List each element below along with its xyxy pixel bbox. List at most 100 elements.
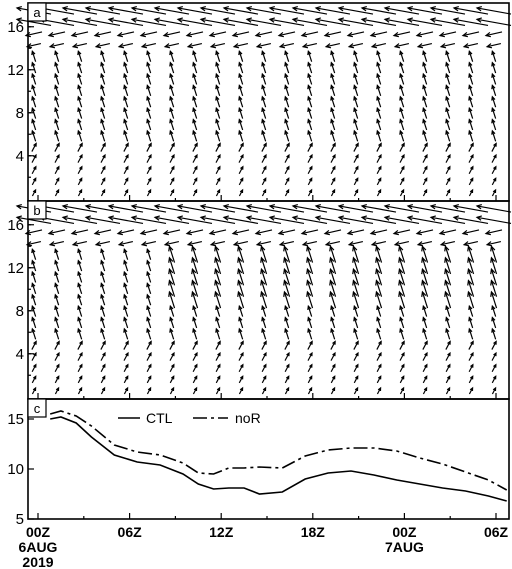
wind-vector <box>77 283 83 295</box>
wind-vector <box>284 62 290 74</box>
wind-vector <box>215 154 221 163</box>
wind-vector <box>123 260 129 272</box>
wind-vector-head <box>331 188 336 194</box>
wind-vector <box>94 229 112 235</box>
wind-vector-head <box>139 31 146 38</box>
wind-vector <box>123 130 129 142</box>
wind-vector <box>439 31 457 37</box>
wind-vector-head <box>214 267 220 275</box>
wind-vector <box>31 107 37 119</box>
wind-vector <box>108 18 144 27</box>
wind-vector-head <box>102 165 106 170</box>
wind-vector-head <box>124 177 129 182</box>
wind-vector <box>384 205 420 213</box>
wind-vector-head <box>77 61 82 67</box>
wind-vector-head <box>491 316 496 322</box>
wind-vector <box>421 246 429 263</box>
y-tick-label: 10 <box>7 461 24 478</box>
wind-vector <box>140 31 158 37</box>
wind-vector <box>232 31 250 37</box>
wind-vector-head <box>31 327 36 333</box>
wind-vector-head <box>169 61 174 67</box>
wind-vector-head <box>238 84 243 90</box>
wind-vector <box>315 205 351 213</box>
wind-vector <box>376 107 382 119</box>
wind-vector <box>491 143 497 152</box>
wind-vector-head <box>261 327 266 333</box>
wind-vector <box>399 62 405 74</box>
wind-vector-head <box>330 327 335 333</box>
wind-vector <box>154 7 190 15</box>
wind-vector <box>25 31 43 37</box>
wind-vector-head <box>15 17 22 23</box>
wind-vector <box>215 96 221 108</box>
wind-vector-head <box>24 31 31 38</box>
wind-vector-head <box>284 106 289 113</box>
wind-vector <box>146 119 152 131</box>
wind-vector-head <box>332 165 336 170</box>
wind-vector-head <box>215 118 220 124</box>
wind-vector <box>255 229 273 235</box>
wind-vector-head <box>300 229 307 236</box>
wind-vector-head <box>353 129 358 135</box>
wind-vector-head <box>329 290 335 297</box>
wind-vector-head <box>169 118 174 124</box>
wind-vector-head <box>285 386 290 392</box>
wind-vector-head <box>347 241 355 247</box>
wind-vector-head <box>422 95 427 101</box>
wind-vector-head <box>56 142 60 147</box>
wind-vector-head <box>146 327 151 333</box>
wind-vector <box>307 130 313 142</box>
wind-vector-head <box>285 375 290 380</box>
wind-vector-head <box>268 204 275 210</box>
wind-vector-head <box>100 270 105 276</box>
wind-vector <box>394 43 410 48</box>
wind-vector-head <box>123 282 128 288</box>
wind-vector <box>123 271 129 283</box>
wind-vector <box>108 7 144 15</box>
wind-vector <box>399 119 405 131</box>
wind-vector-head <box>375 290 381 297</box>
wind-vector <box>399 85 405 97</box>
wind-vector-head <box>215 129 220 135</box>
wind-vector <box>324 31 342 37</box>
wind-vector-head <box>376 327 381 333</box>
wind-vector-head <box>54 49 59 56</box>
wind-vector <box>77 328 83 340</box>
wind-vector-head <box>331 386 336 392</box>
wind-vector-head <box>422 304 427 311</box>
wind-vector-head <box>100 304 105 311</box>
wind-vector-head <box>48 241 56 247</box>
wind-vector-head <box>169 304 174 311</box>
wind-vector <box>146 154 152 163</box>
wind-vector-head <box>307 61 312 67</box>
wind-vector <box>284 328 290 340</box>
wind-vector-head <box>284 129 289 135</box>
wind-vector-head <box>147 177 152 182</box>
wind-vector-head <box>491 49 496 56</box>
wind-vector-head <box>169 95 174 101</box>
wind-vector <box>77 73 83 85</box>
wind-vector <box>279 43 295 48</box>
wind-vector-head <box>124 375 129 380</box>
wind-vector-head <box>79 142 83 147</box>
wind-vector-head <box>422 106 427 113</box>
wind-vector-head <box>153 204 160 210</box>
wind-vector-head <box>215 106 220 113</box>
wind-vector-head <box>261 129 266 135</box>
wind-vector <box>169 51 175 62</box>
wind-vector-head <box>123 293 128 299</box>
wind-vector-head <box>399 49 404 56</box>
wind-vector <box>260 268 268 286</box>
wind-vector-head <box>238 327 243 333</box>
wind-vector-head <box>484 31 491 38</box>
wind-vector <box>371 43 387 48</box>
wind-vector <box>146 341 152 350</box>
wind-vector <box>330 107 336 119</box>
wind-vector-head <box>392 31 399 38</box>
x-tick-sublabel: 7AUG <box>385 539 424 555</box>
wind-vector <box>261 62 267 74</box>
wind-vector <box>215 107 221 119</box>
wind-vector <box>141 43 157 48</box>
wind-vector <box>399 130 405 142</box>
